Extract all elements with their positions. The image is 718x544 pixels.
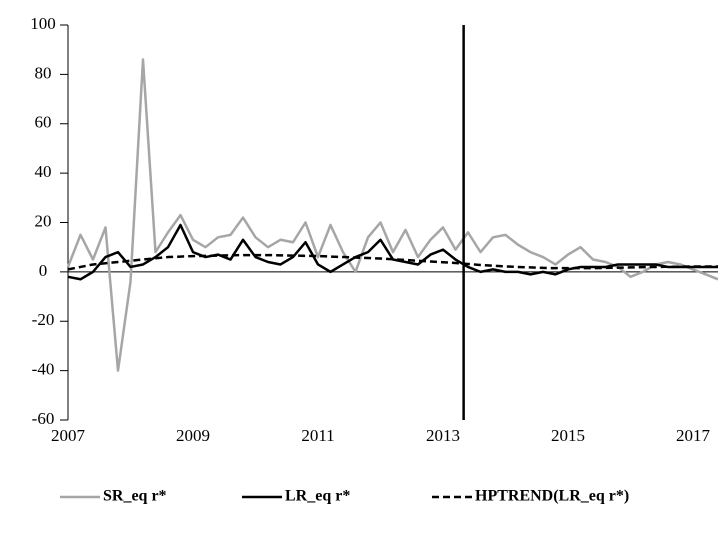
- y-tick-label: 100: [30, 14, 56, 33]
- y-tick-label: -60: [32, 409, 55, 428]
- x-tick-label: 2011: [301, 426, 334, 445]
- legend-label: LR_eq r*: [285, 488, 350, 505]
- x-tick-label: 2007: [51, 426, 86, 445]
- line-series: [66, 58, 718, 372]
- y-tick-label: 0: [39, 261, 48, 280]
- legend-label: SR_eq r*: [103, 488, 167, 505]
- x-tick-label: 2017: [676, 426, 711, 445]
- y-tick-label: 80: [35, 63, 52, 82]
- legend-label: HPTREND(LR_eq r*): [475, 488, 629, 505]
- y-tick-label: -20: [32, 310, 55, 329]
- x-tick-label: 2009: [176, 426, 210, 445]
- x-tick-label: 2013: [426, 426, 460, 445]
- y-tick-label: 60: [35, 113, 52, 132]
- line-series: [67, 253, 718, 271]
- y-tick-label: -40: [32, 360, 55, 379]
- y-tick-label: 40: [35, 162, 52, 181]
- x-tick-label: 2015: [551, 426, 585, 445]
- y-tick-label: 20: [35, 211, 52, 230]
